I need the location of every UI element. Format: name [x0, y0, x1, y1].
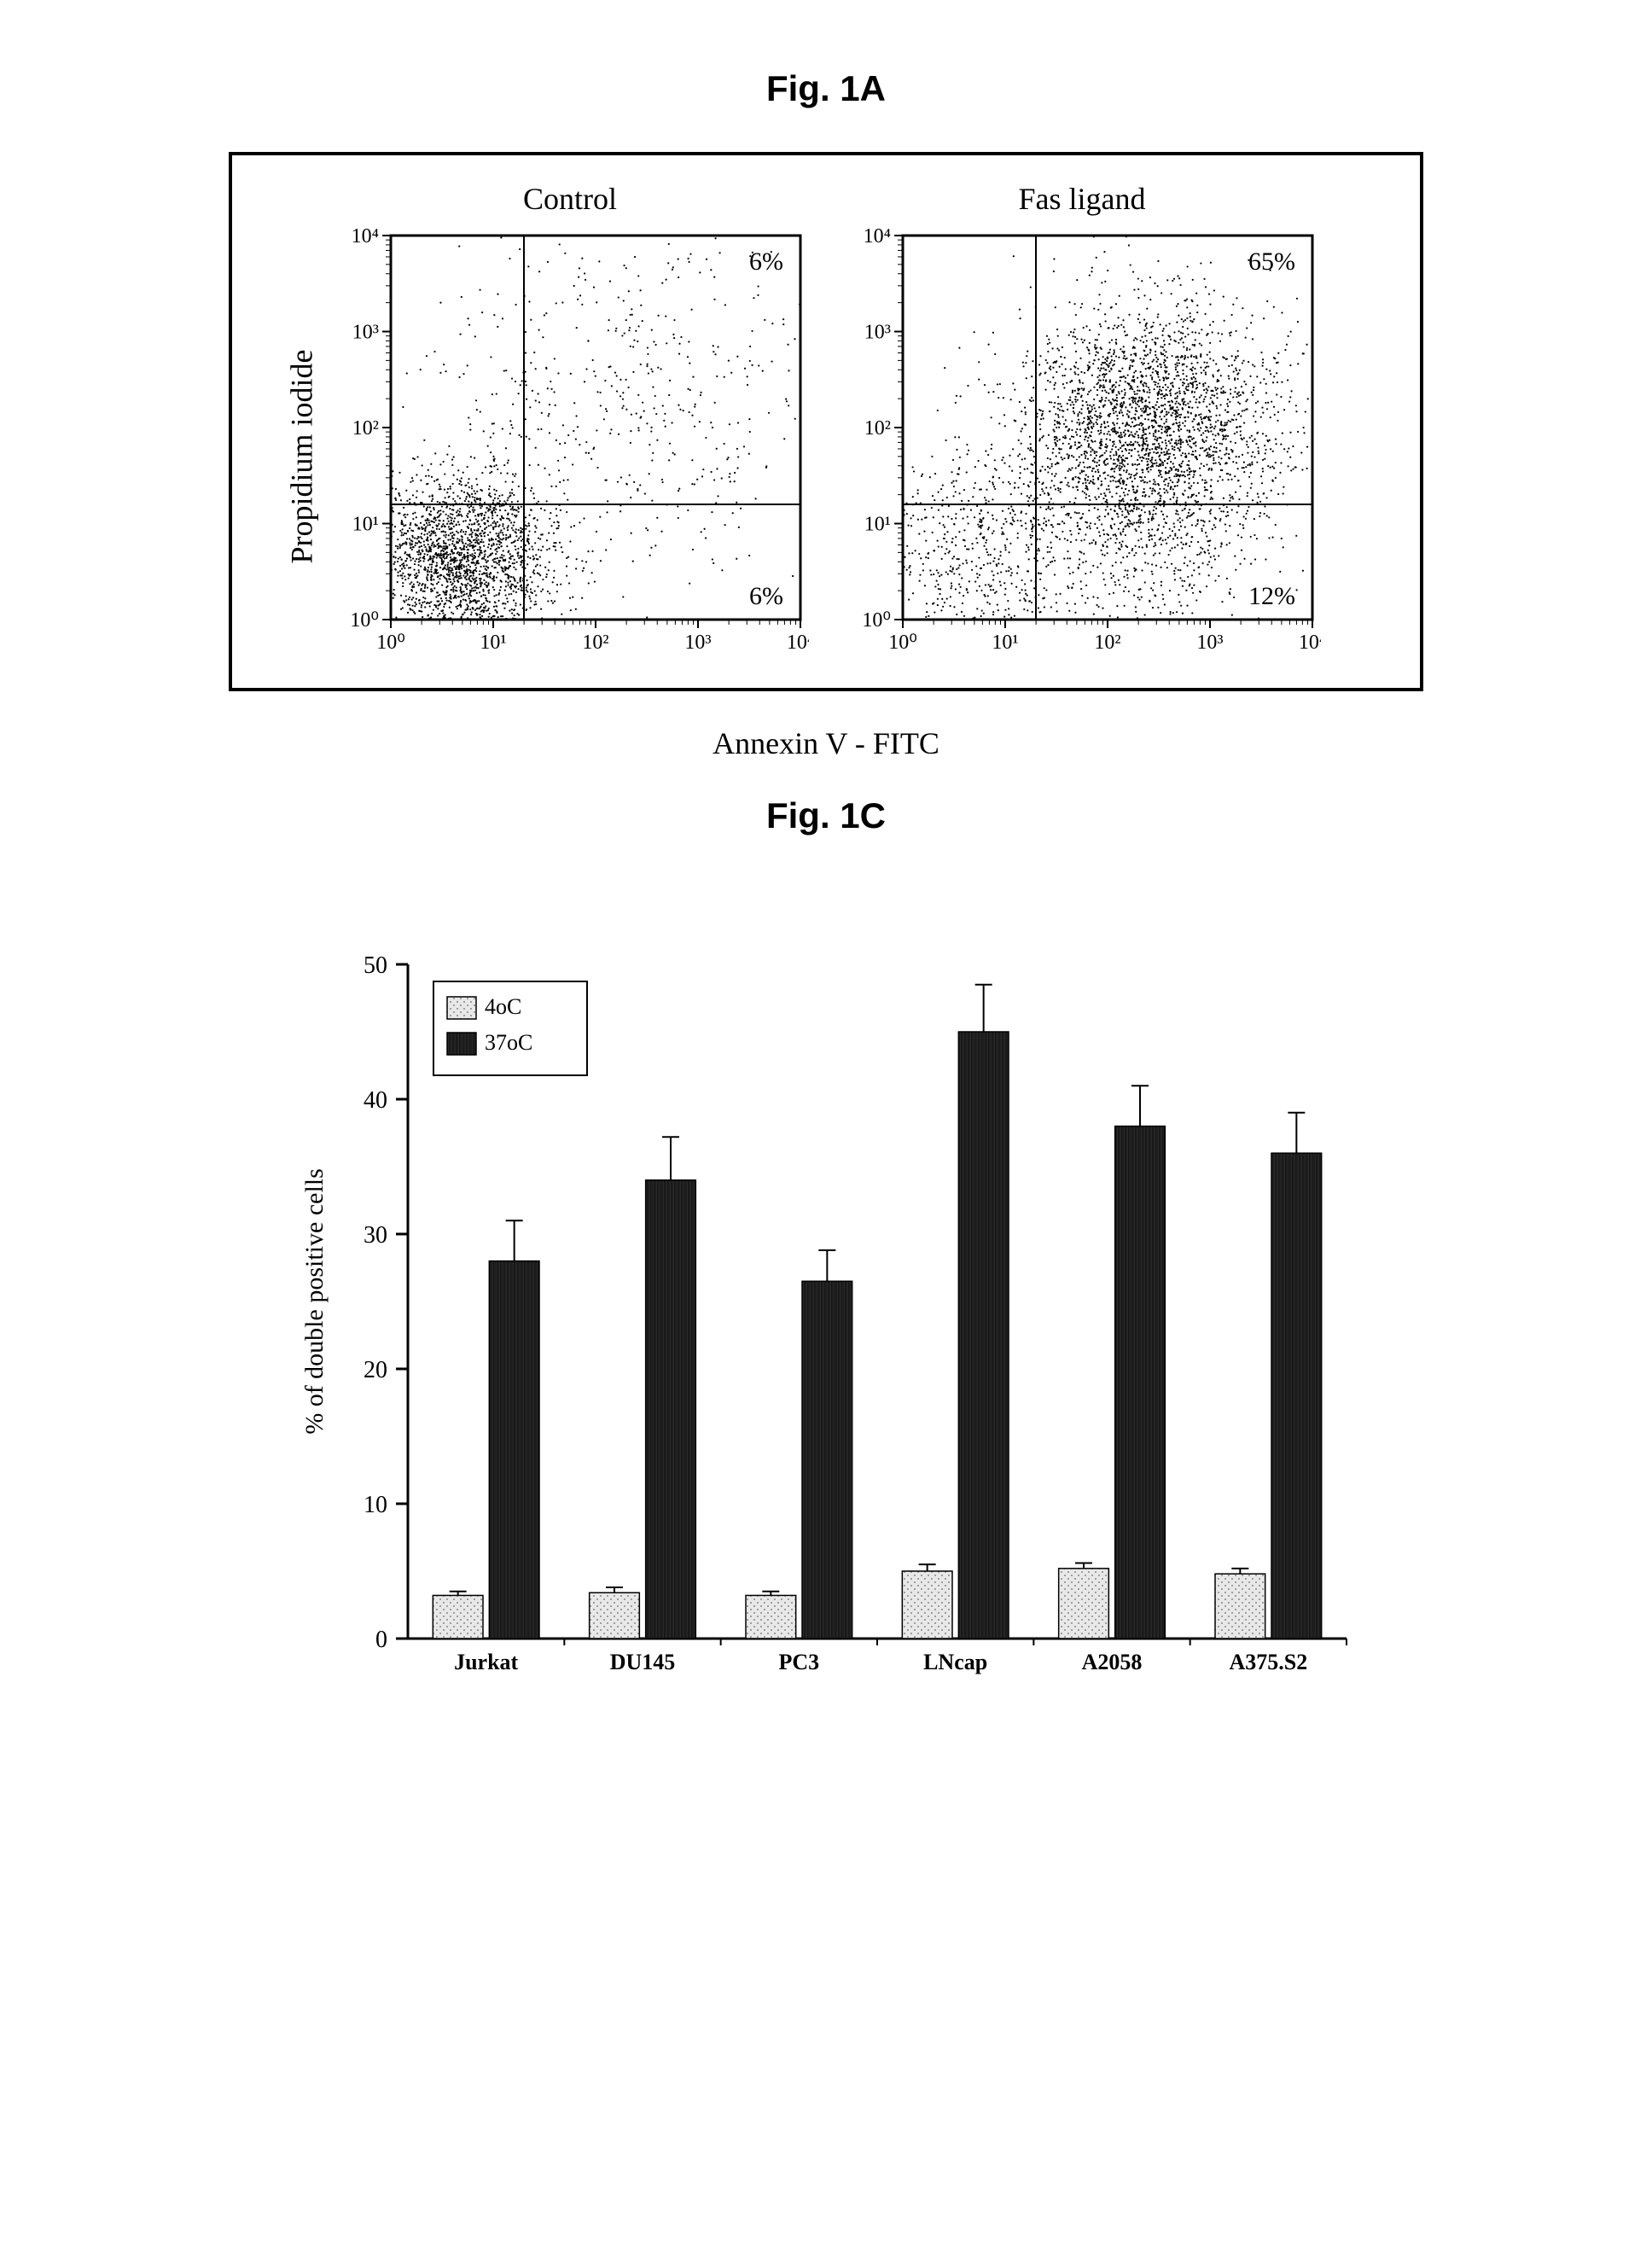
svg-text:10⁰: 10⁰	[862, 609, 891, 632]
bar-chart-svg: 01020304050% of double positive cellsJur…	[271, 939, 1381, 1707]
svg-text:10²: 10²	[1094, 632, 1120, 654]
svg-text:10³: 10³	[684, 632, 711, 654]
svg-text:10³: 10³	[1196, 632, 1223, 654]
svg-text:10²: 10²	[352, 417, 379, 440]
scatter-control-title: Control	[331, 181, 809, 217]
svg-text:10¹: 10¹	[992, 632, 1018, 654]
svg-text:6%: 6%	[749, 582, 783, 610]
svg-text:10⁴: 10⁴	[787, 632, 809, 654]
svg-text:10¹: 10¹	[864, 514, 891, 536]
svg-text:10²: 10²	[864, 417, 891, 440]
scatter-fasligand: Fas ligand 10⁰10⁰ 10¹ 10¹ 10² 10² 10³ 10³ 10⁴ 10…	[843, 181, 1321, 671]
svg-text:10²: 10²	[582, 632, 608, 654]
fig-a-title: Fig. 1A	[34, 68, 1618, 109]
svg-text:10⁰: 10⁰	[376, 632, 405, 654]
scatter-fasligand-svg: 10⁰10⁰10¹10¹10²10²10³10³10⁴10⁴65%12%	[843, 227, 1321, 671]
figure-container: Fig. 1A Propidium iodide Control 10⁰10⁰1…	[34, 68, 1618, 1707]
svg-text:10¹: 10¹	[352, 514, 379, 536]
svg-text:10¹: 10¹	[480, 632, 506, 654]
panel-c-wrap: 01020304050% of double positive cellsJur…	[229, 939, 1423, 1707]
svg-text:10⁴: 10⁴	[864, 227, 891, 247]
scatter-fasligand-title: Fas ligand	[843, 181, 1321, 217]
panel-a-wrap: Propidium iodide Control 10⁰10⁰10¹10¹10²…	[229, 152, 1423, 761]
fig-c-title: Fig. 1C	[34, 795, 1618, 836]
panel-a-x-label: Annexin V - FITC	[229, 725, 1423, 761]
svg-text:10⁴: 10⁴	[352, 227, 379, 247]
scatter-control-svg: 10⁰10⁰10¹10¹10²10²10³10³10⁴10⁴6%6%	[331, 227, 809, 671]
svg-text:6%: 6%	[749, 247, 783, 276]
scatter-control: Control 10⁰10⁰10¹10¹10²10²10³10³10⁴10⁴6%…	[331, 181, 809, 671]
svg-text:10⁴: 10⁴	[1299, 632, 1321, 654]
svg-text:10³: 10³	[864, 322, 891, 344]
panel-a-frame: Control 10⁰10⁰10¹10¹10²10²10³10³10⁴10⁴6%…	[229, 152, 1423, 691]
svg-text:10⁰: 10⁰	[888, 632, 917, 654]
svg-text:10⁰: 10⁰	[350, 609, 379, 632]
svg-text:10³: 10³	[352, 322, 379, 344]
